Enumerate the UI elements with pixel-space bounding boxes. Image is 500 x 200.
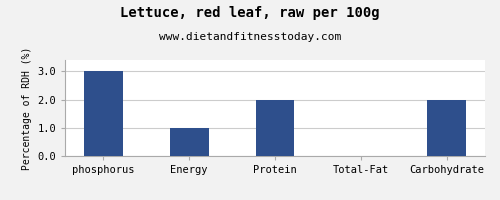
Bar xyxy=(170,128,208,156)
Text: Lettuce, red leaf, raw per 100g: Lettuce, red leaf, raw per 100g xyxy=(120,6,380,20)
Bar xyxy=(428,100,466,156)
Y-axis label: Percentage of RDH (%): Percentage of RDH (%) xyxy=(22,46,32,170)
Text: www.dietandfitnesstoday.com: www.dietandfitnesstoday.com xyxy=(159,32,341,42)
Bar xyxy=(256,100,294,156)
Bar xyxy=(84,71,122,156)
